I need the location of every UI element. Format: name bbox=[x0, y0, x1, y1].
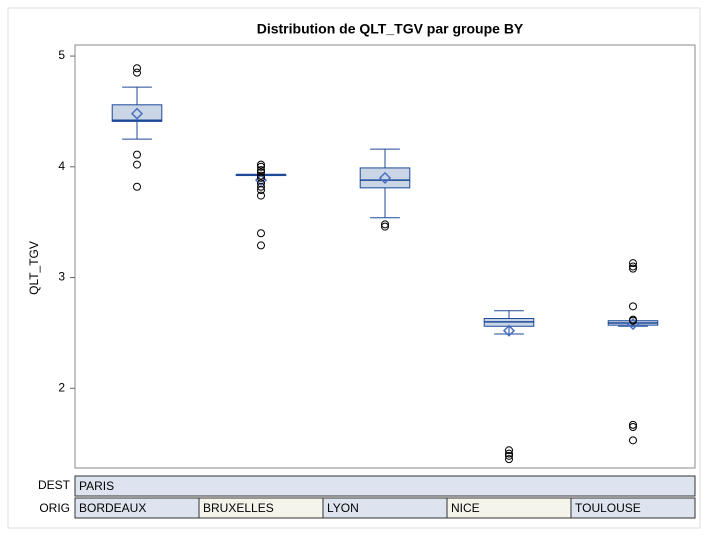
x-tick-label: BRUXELLES bbox=[203, 501, 274, 515]
outlier bbox=[257, 191, 265, 200]
outlier bbox=[257, 162, 265, 171]
outlier bbox=[133, 182, 141, 191]
box bbox=[111, 104, 163, 122]
outlier bbox=[257, 182, 265, 191]
outlier bbox=[381, 220, 389, 229]
outlier bbox=[381, 222, 389, 231]
outlier bbox=[257, 173, 265, 182]
mean-marker bbox=[502, 324, 516, 337]
mean-marker bbox=[130, 107, 144, 120]
outlier bbox=[629, 316, 637, 325]
outlier bbox=[133, 68, 141, 77]
x-tick-label: NICE bbox=[451, 501, 480, 515]
dest-cell bbox=[74, 475, 696, 497]
chart-title: Distribution de QLT_TGV par groupe BY bbox=[257, 21, 524, 37]
mean-marker bbox=[378, 171, 392, 184]
dest-value: PARIS bbox=[79, 479, 114, 493]
y-tick-label: 2 bbox=[58, 380, 65, 394]
outlier bbox=[257, 168, 265, 177]
outlier bbox=[629, 420, 637, 429]
outlier bbox=[133, 160, 141, 169]
outlier bbox=[505, 449, 513, 458]
outlier bbox=[257, 229, 265, 238]
x-tick-label: BORDEAUX bbox=[79, 501, 146, 515]
outlier bbox=[629, 436, 637, 445]
outlier bbox=[257, 160, 265, 169]
x-tick-label: LYON bbox=[327, 501, 359, 515]
outlier bbox=[505, 446, 513, 455]
orig-cell bbox=[570, 497, 696, 519]
outlier bbox=[257, 241, 265, 250]
y-tick-label: 4 bbox=[58, 159, 65, 173]
outlier bbox=[505, 451, 513, 460]
y-tick-label: 3 bbox=[58, 270, 65, 284]
dest-label: DEST bbox=[38, 478, 71, 492]
outlier bbox=[629, 302, 637, 311]
plot-frame bbox=[74, 44, 696, 469]
y-axis-label: QLT_TGV bbox=[27, 241, 41, 295]
orig-label: ORIG bbox=[39, 501, 70, 515]
box bbox=[359, 167, 411, 189]
outlier bbox=[629, 423, 637, 432]
outlier bbox=[629, 264, 637, 273]
outlier bbox=[257, 166, 265, 175]
graph-frame bbox=[7, 7, 701, 529]
outlier bbox=[133, 150, 141, 159]
outlier bbox=[257, 171, 265, 180]
x-tick-label: TOULOUSE bbox=[575, 501, 641, 515]
outlier bbox=[257, 186, 265, 195]
y-tick-label: 5 bbox=[58, 48, 65, 62]
outlier bbox=[629, 259, 637, 268]
outlier bbox=[505, 455, 513, 464]
outlier bbox=[133, 64, 141, 73]
outlier bbox=[629, 262, 637, 271]
